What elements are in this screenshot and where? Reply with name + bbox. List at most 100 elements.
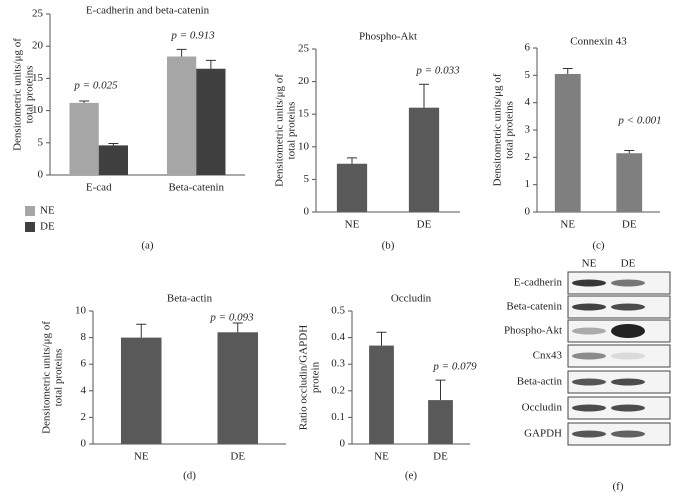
bar <box>98 145 128 175</box>
chart-title: Occludin <box>391 293 432 305</box>
blot-band <box>611 324 645 338</box>
error-bar <box>562 68 573 74</box>
y-tick-label: 6 <box>525 42 531 54</box>
x-tick-label: DE <box>417 219 432 231</box>
chart-title: E-cadherin and beta-catenin <box>86 5 210 17</box>
blot-band <box>572 404 606 412</box>
bar <box>336 163 368 212</box>
y-tick-label: 5 <box>525 69 531 81</box>
y-tick-label: 15 <box>298 108 310 120</box>
bar <box>196 68 226 175</box>
blot-band <box>611 378 645 386</box>
blot-row-label: Beta-catenin <box>506 301 562 313</box>
y-tick-label: 0 <box>340 438 346 450</box>
legend-label: NE <box>40 205 55 217</box>
blot-band <box>572 279 606 287</box>
y-tick-label: 5 <box>304 173 310 185</box>
x-tick-label: NE <box>134 451 149 463</box>
bar <box>369 345 394 444</box>
panel-label: (c) <box>592 240 605 252</box>
panel-label: (e) <box>405 470 418 482</box>
error-bar <box>136 323 147 338</box>
annotation: p = 0.033 <box>415 65 460 77</box>
x-tick-label: E-cad <box>86 182 112 194</box>
annotation: p = 0.079 <box>432 361 477 373</box>
y-axis-label: Densitometric units/μg of <box>274 74 286 187</box>
error-bar <box>435 379 446 401</box>
blot-band <box>611 404 645 412</box>
bar <box>120 337 162 444</box>
x-tick-label: NE <box>560 219 575 231</box>
y-tick-label: 25 <box>32 8 44 20</box>
blot-band <box>611 279 645 287</box>
panel-label: (b) <box>382 240 395 252</box>
panel-label: (f) <box>613 481 624 493</box>
y-tick-label: 25 <box>298 43 310 55</box>
blot-frame <box>567 344 671 368</box>
x-tick-label: DE <box>622 219 637 231</box>
y-tick-label: 20 <box>32 40 44 52</box>
y-axis-label: total proteins <box>504 101 516 159</box>
bar <box>428 400 453 444</box>
chart-title: Connexin 43 <box>570 36 627 48</box>
blot-band <box>572 352 606 360</box>
bar <box>217 332 259 444</box>
y-axis-label: total proteins <box>24 66 36 124</box>
blot-band <box>611 303 645 311</box>
error-bar <box>376 331 387 346</box>
blot-row-label: E-cadherin <box>514 277 563 289</box>
y-axis-label: Densitometric units/μg of <box>492 73 504 186</box>
y-tick-label: 0 <box>81 438 87 450</box>
y-tick-label: 0.5 <box>331 305 345 317</box>
annotation: p = 0.913 <box>170 30 215 42</box>
y-tick-label: 0.4 <box>331 331 345 343</box>
error-bar <box>624 150 635 154</box>
blot-band <box>572 430 606 438</box>
legend-swatch <box>25 222 35 232</box>
error-bar <box>205 59 216 69</box>
blot-band <box>572 327 606 335</box>
panel-label: (a) <box>141 240 154 252</box>
blot-band <box>611 430 645 438</box>
error-bar <box>176 48 187 57</box>
y-axis-label: Densitometric units/μg of <box>12 38 24 151</box>
chart-title: Phospho-Akt <box>359 31 417 43</box>
y-tick-label: 10 <box>298 140 310 152</box>
lane-label: DE <box>621 258 636 270</box>
y-axis-label: Densitometric units/μg of <box>41 321 53 434</box>
y-axis-label: Ratio occludin/GAPDH <box>298 325 310 430</box>
error-bar <box>419 83 429 108</box>
y-tick-label: 0 <box>525 206 531 218</box>
x-tick-label: DE <box>230 451 245 463</box>
y-tick-label: 2 <box>81 411 87 423</box>
y-tick-label: 0 <box>38 169 44 181</box>
annotation: p = 0.093 <box>209 312 254 324</box>
chart-title: Beta-actin <box>167 293 213 305</box>
y-axis-label: protein <box>310 361 322 393</box>
y-tick-label: 15 <box>32 72 44 84</box>
bar <box>554 73 581 212</box>
bar <box>69 102 99 175</box>
error-bar <box>347 157 357 164</box>
y-tick-label: 8 <box>81 331 87 343</box>
y-axis-label: total proteins <box>53 349 65 407</box>
x-tick-label: Beta-catenin <box>168 182 224 194</box>
blot-row-label: Phospho-Akt <box>504 325 562 337</box>
error-bar <box>232 322 243 333</box>
blot-row-label: Cnx43 <box>533 350 563 362</box>
x-tick-label: DE <box>433 451 448 463</box>
bar <box>616 153 643 212</box>
blot-band <box>611 352 645 360</box>
blot-row-label: Beta-actin <box>517 376 563 388</box>
y-tick-label: 4 <box>525 96 531 108</box>
y-tick-label: 4 <box>81 384 87 396</box>
y-tick-label: 0.1 <box>331 411 345 423</box>
panel-label: (d) <box>183 470 196 482</box>
y-tick-label: 2 <box>525 151 531 163</box>
y-tick-label: 10 <box>75 305 87 317</box>
error-bar <box>108 142 119 146</box>
legend-label: DE <box>40 221 55 233</box>
blot-band <box>572 303 606 311</box>
annotation: p < 0.001 <box>617 115 661 127</box>
